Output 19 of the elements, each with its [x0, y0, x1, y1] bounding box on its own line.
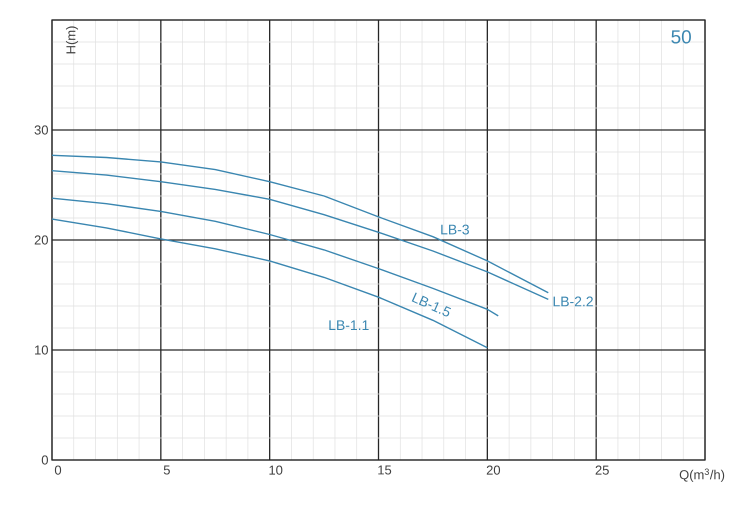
annotation: 50 — [671, 30, 691, 44]
y-tick-label: 20 — [34, 235, 48, 245]
line-series — [51, 198, 499, 317]
y-tick-label: 0 — [42, 455, 48, 465]
series-label: LB-3 — [441, 224, 469, 235]
x-tick-label: 10 — [269, 466, 282, 475]
x-tick-label: 0 — [54, 466, 62, 475]
x-axis-title: Q(m$^{3}$/h) — [680, 468, 724, 482]
y-axis-title: H(m) — [66, 26, 78, 54]
x-tick-label: 25 — [596, 466, 609, 475]
series-label: LB-1.1 — [329, 320, 369, 330]
line-series — [51, 218, 488, 348]
x-tick-label: 20 — [486, 466, 500, 475]
series-label: LB-2.2 — [554, 296, 593, 306]
y-tick-label: 10 — [35, 345, 48, 355]
x-tick-label: 15 — [378, 466, 392, 475]
x-tick-label: 5 — [164, 466, 170, 475]
y-tick-label: 30 — [34, 125, 48, 135]
line-series — [51, 154, 549, 294]
